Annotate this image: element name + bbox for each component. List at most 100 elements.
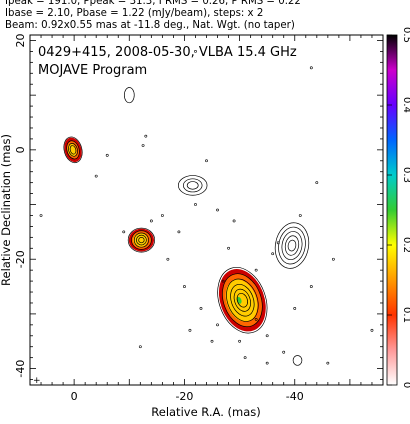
- noise-contour: [205, 159, 208, 163]
- noise-contour: [188, 328, 192, 332]
- knot-A-contour: [127, 227, 156, 253]
- noise-contour: [105, 153, 109, 157]
- noise-contour: [216, 323, 219, 327]
- noise-contour: [160, 214, 164, 217]
- noise-contour: [276, 241, 280, 245]
- noise-contour: [183, 285, 186, 288]
- knot-D-contour: [186, 181, 199, 190]
- axis-ticks: [29, 35, 384, 385]
- noise-contour: [166, 257, 170, 261]
- spot-F-contours: [292, 355, 303, 366]
- colorbar-label: 0.4: [401, 97, 410, 113]
- contours: [63, 87, 310, 366]
- knot-C-contour: [287, 239, 297, 252]
- noise-contour: [271, 252, 275, 256]
- colorbar-label: 0: [401, 382, 410, 388]
- axis-tick-labels: 0 -20 -40 20 0 -20 -40: [14, 33, 304, 403]
- colorbar: [386, 34, 398, 386]
- knot-A-contour: [131, 230, 152, 250]
- x-tick-label: -20: [175, 390, 193, 403]
- knot-A-contour: [138, 236, 145, 244]
- core-contour: [66, 140, 80, 160]
- beam-marker: +: [33, 376, 41, 386]
- core-contours: [63, 136, 83, 164]
- knot-A-contours: [127, 227, 156, 253]
- noise-contour: [309, 285, 313, 288]
- noise-contour: [39, 214, 43, 217]
- y-tick-label: 0: [14, 146, 27, 153]
- noise-contour: [326, 361, 330, 365]
- noise-contour: [293, 307, 297, 310]
- header-line-1: Ipeak = 191.0, Ppeak = 31.3, I RMS = 0.2…: [5, 0, 301, 7]
- knot-A-contour: [136, 234, 147, 246]
- noise-contour: [331, 257, 335, 261]
- noise-contour: [232, 219, 236, 223]
- noise-contours: [39, 50, 374, 365]
- noise-contour: [94, 174, 98, 178]
- knot-C-contour: [274, 222, 310, 269]
- noise-contour: [194, 203, 197, 206]
- y-tick-label: -40: [14, 360, 27, 378]
- noise-contour: [144, 134, 148, 138]
- noise-contour: [370, 328, 374, 332]
- header-line-2: Ibase = 2.10, Pbase = 1.22 (mJy/beam), s…: [5, 8, 264, 19]
- colorbar-label: 0.1: [401, 307, 410, 323]
- plot-frame: [29, 34, 384, 386]
- noise-contour: [177, 230, 181, 234]
- noise-contour: [309, 66, 313, 70]
- knot-B-contour: [233, 288, 251, 312]
- knot-A-pol-fill: [133, 232, 148, 248]
- colorbar-label: 0.3: [401, 167, 410, 183]
- noise-contour: [122, 230, 126, 234]
- knot-D-contour: [182, 178, 203, 193]
- noise-contour: [194, 50, 197, 53]
- colorbar-label: 0.2: [401, 237, 410, 253]
- noise-contour: [216, 208, 219, 212]
- noise-contour: [141, 144, 145, 147]
- knot-C-contour: [281, 231, 303, 261]
- noise-contour: [238, 339, 241, 343]
- noise-contour: [149, 219, 153, 223]
- spot-F-contour: [292, 355, 303, 366]
- y-tick-label: -20: [14, 250, 27, 268]
- spot-E-contour: [123, 87, 135, 104]
- x-tick-label: -40: [286, 390, 304, 403]
- noise-contour: [221, 279, 225, 283]
- core-contour: [69, 145, 77, 155]
- knot-B-contour: [217, 267, 268, 334]
- noise-contour: [315, 181, 319, 185]
- colorbar-labels: 0 0.1 0.2 0.3 0.4 0.5: [387, 27, 410, 388]
- colorbar-label: 0.5: [401, 27, 410, 43]
- knot-B-contours: [217, 267, 268, 334]
- core-contour: [68, 143, 78, 157]
- x-tick-label: 0: [71, 390, 78, 403]
- knot-D-contours: [178, 175, 208, 196]
- knot-B-contour: [236, 292, 248, 308]
- noise-contour: [265, 361, 269, 365]
- knot-C-contours: [274, 222, 310, 269]
- knot-C-contour: [284, 235, 300, 256]
- noise-contour: [254, 268, 258, 272]
- noise-contour: [199, 307, 203, 310]
- spot-E-contours: [123, 87, 135, 104]
- noise-contour: [210, 339, 214, 343]
- y-tick-label: 20: [14, 33, 27, 47]
- knot-A-contour: [133, 232, 149, 248]
- noise-contour: [282, 350, 286, 354]
- y-axis-label: Relative Declination (mas): [0, 134, 13, 286]
- knot-B-contour: [230, 284, 255, 317]
- noise-contour: [265, 334, 269, 338]
- core-contour: [63, 136, 83, 164]
- x-axis-label: Relative R.A. (mas): [151, 405, 260, 419]
- noise-contour: [298, 214, 302, 217]
- knot-D-contour: [178, 175, 208, 196]
- noise-contour: [138, 345, 142, 349]
- noise-contour: [254, 317, 258, 321]
- header-line-3: Beam: 0.92x0.55 mas at -11.8 deg., Nat. …: [5, 20, 295, 31]
- plot-title: 0429+415, 2008-05-30, VLBA 15.4 GHz: [38, 45, 297, 60]
- knot-B-contour: [222, 273, 263, 328]
- noise-contour: [227, 246, 230, 250]
- plot-subtitle: MOJAVE Program: [38, 63, 147, 78]
- noise-contour: [243, 356, 247, 360]
